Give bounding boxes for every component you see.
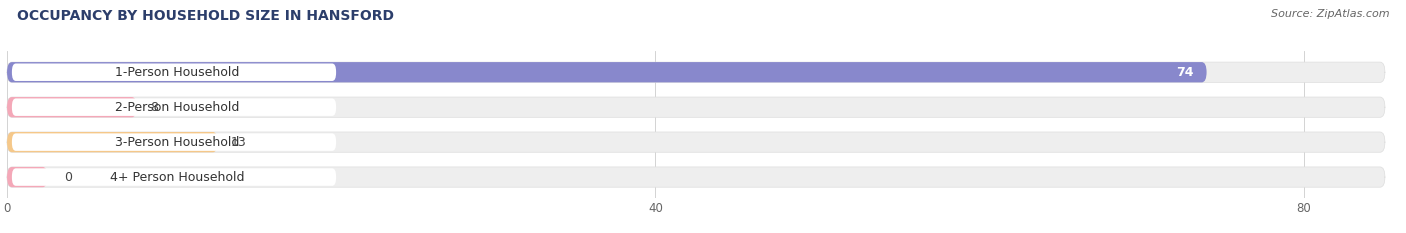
Text: 1-Person Household: 1-Person Household — [115, 66, 239, 79]
Text: 13: 13 — [231, 136, 246, 149]
Text: 4+ Person Household: 4+ Person Household — [110, 171, 245, 184]
FancyBboxPatch shape — [7, 132, 218, 152]
FancyBboxPatch shape — [7, 97, 1385, 117]
FancyBboxPatch shape — [7, 167, 1385, 187]
FancyBboxPatch shape — [11, 168, 336, 186]
FancyBboxPatch shape — [11, 98, 336, 116]
Text: OCCUPANCY BY HOUSEHOLD SIZE IN HANSFORD: OCCUPANCY BY HOUSEHOLD SIZE IN HANSFORD — [17, 9, 394, 23]
FancyBboxPatch shape — [7, 62, 1206, 82]
Text: 8: 8 — [149, 101, 157, 114]
FancyBboxPatch shape — [7, 62, 1385, 82]
FancyBboxPatch shape — [7, 97, 136, 117]
FancyBboxPatch shape — [7, 167, 48, 187]
Text: 0: 0 — [63, 171, 72, 184]
Text: 2-Person Household: 2-Person Household — [115, 101, 239, 114]
FancyBboxPatch shape — [7, 132, 1385, 152]
Text: Source: ZipAtlas.com: Source: ZipAtlas.com — [1271, 9, 1389, 19]
Text: 3-Person Household: 3-Person Household — [115, 136, 239, 149]
Text: 74: 74 — [1177, 66, 1194, 79]
FancyBboxPatch shape — [11, 64, 336, 81]
FancyBboxPatch shape — [11, 133, 336, 151]
